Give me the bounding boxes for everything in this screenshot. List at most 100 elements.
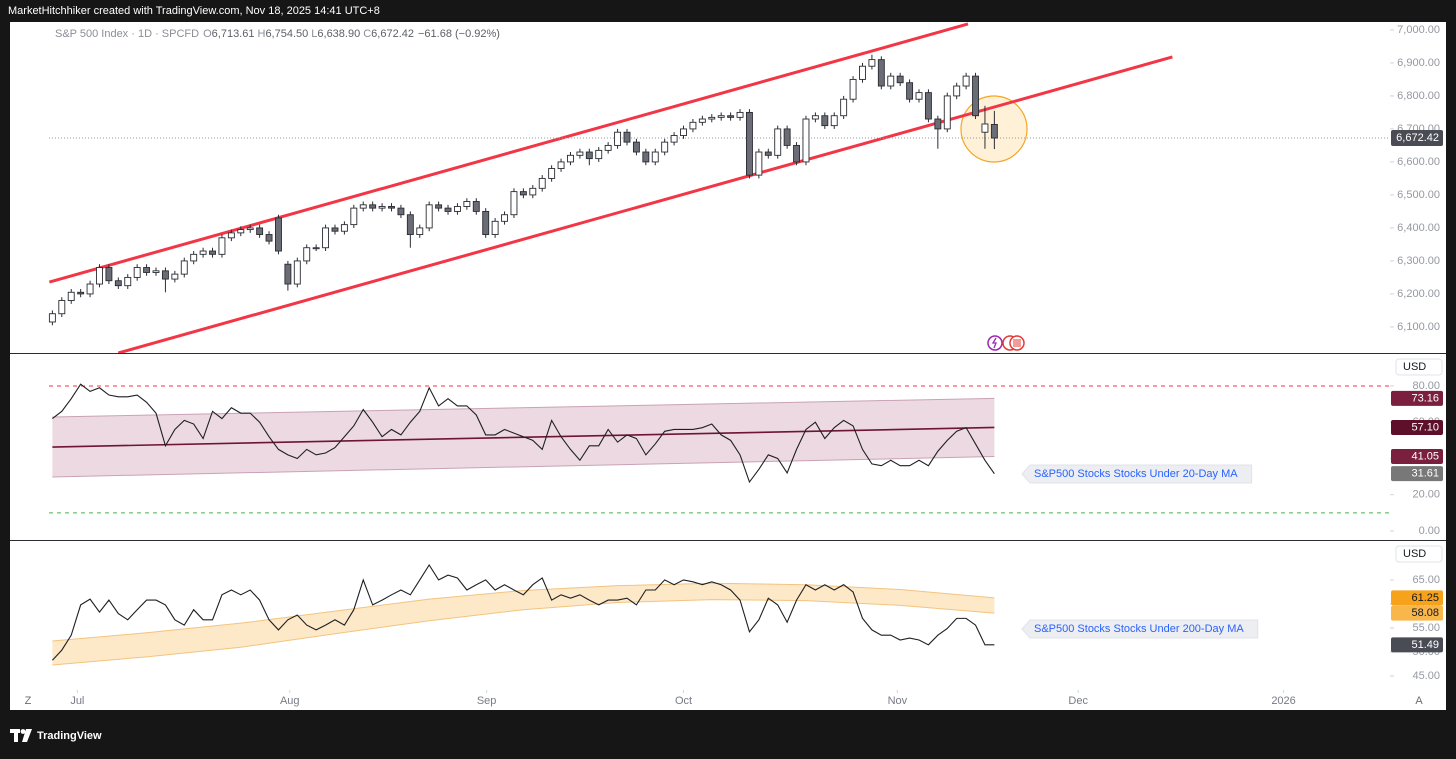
candle-body [943, 95, 951, 130]
candle-body [519, 191, 527, 196]
candle-body [180, 260, 188, 275]
candle-body [642, 151, 650, 163]
price-axis: 0.0020.0040.0060.0080.00USD73.1657.1041.… [1390, 358, 1443, 537]
band-lower [52, 599, 995, 666]
logo-part [20, 729, 26, 734]
price-axis: 6,100.00 6,200.00 6,300.00 6,400.00 6,500.00… [1390, 24, 1443, 333]
candle-body [388, 206, 395, 209]
symbol-legend: S&P 500 Index · 1D · SPCFD O6,713.61 H6,75… [55, 28, 500, 40]
candle-body [623, 131, 631, 143]
candle-body [114, 280, 122, 287]
candle-body [331, 227, 339, 232]
candle-body [161, 270, 169, 280]
pane [48, 22, 1390, 353]
value-badge-label: 41.05 [1411, 450, 1439, 462]
ohlc-letter: L [311, 28, 317, 40]
value-badge-label: 58.08 [1411, 607, 1439, 619]
candle-body [680, 128, 687, 136]
band-upper [52, 582, 995, 642]
candle-body [670, 135, 678, 143]
event-icon-glyph [991, 337, 997, 349]
candle-body [764, 151, 772, 156]
candle-body [877, 59, 885, 87]
x-tick-label: Sep [477, 695, 497, 707]
candle-body [774, 128, 782, 156]
ohlc-letter: H [257, 28, 265, 40]
price-axis: 45.0050.0055.0060.0065.00USD61.2558.0851… [1390, 545, 1443, 682]
candle-body [896, 75, 904, 84]
value-badge [1391, 419, 1443, 435]
y-tick-label: 6,400.00 [1397, 222, 1440, 234]
unit-box [1395, 545, 1443, 563]
candle-body [425, 204, 433, 229]
y-tick-label: 80.00 [1412, 380, 1440, 392]
candle-body [105, 267, 113, 282]
x-tick-label: Nov [888, 695, 908, 707]
candle-body [491, 220, 499, 235]
pane [51, 563, 995, 666]
candle-body [190, 253, 198, 262]
candle-body [86, 283, 94, 295]
y-tick-label: 6,300.00 [1397, 255, 1440, 267]
candle-body [953, 85, 961, 97]
value-badge-label: 51.49 [1411, 639, 1439, 651]
candle-body [124, 276, 132, 287]
candle-body [67, 291, 75, 301]
candle-body [689, 121, 697, 130]
axis-button[interactable]: Z [25, 695, 32, 707]
trend-line [117, 55, 1173, 353]
candle-body [661, 141, 669, 153]
candle-body [463, 201, 471, 207]
axis-button[interactable]: A [1415, 695, 1423, 707]
candle-body [340, 224, 348, 232]
candle-body [821, 115, 829, 127]
candle-body [990, 123, 998, 139]
candle-body [915, 92, 923, 100]
x-tick-label: Dec [1068, 695, 1088, 707]
candle-body [972, 75, 979, 117]
ohlc-value: 6,672.42 [371, 28, 414, 40]
legend-tag: S&P500 Stocks Stocks Under 20-Day MA [1021, 464, 1253, 484]
y-tick-label: 45.00 [1412, 670, 1440, 682]
y-tick-label: 20.00 [1412, 489, 1440, 501]
candle-body [303, 247, 311, 262]
y-tick-label: 6,100.00 [1397, 321, 1440, 333]
candle-body [227, 232, 235, 239]
y-tick-label: 65.00 [1412, 574, 1440, 586]
candle-body [906, 82, 914, 100]
value-badge-label: 61.25 [1411, 592, 1439, 604]
pane [49, 383, 1390, 514]
candle-body [284, 263, 292, 285]
candle-body [501, 214, 508, 222]
candle-body [77, 291, 85, 295]
y-tick-label: 6,600.00 [1397, 156, 1440, 168]
candle-body [981, 123, 989, 133]
y-tick-label: 6,800.00 [1397, 90, 1440, 102]
candle-body [171, 273, 179, 280]
candle-body [416, 227, 424, 235]
x-tick-label: Aug [280, 695, 300, 707]
ohlc-letter: O [203, 28, 212, 40]
legend-tag-label: S&P500 Stocks Stocks Under 20-Day MA [1034, 468, 1238, 480]
legend-tag: S&P500 Stocks Stocks Under 200-Day MA [1021, 619, 1259, 639]
candle-body [152, 270, 160, 273]
y-tick-label: 7,000.00 [1397, 24, 1440, 36]
candle-body [275, 217, 282, 252]
candle-body [783, 128, 791, 146]
y-tick-label: 6,200.00 [1397, 288, 1440, 300]
candle-body [397, 207, 405, 216]
candle-body [312, 247, 320, 250]
brand-name: TradingView [37, 730, 102, 742]
candle-body [472, 201, 480, 212]
candle-body [859, 65, 866, 80]
candle-body [444, 207, 452, 212]
x-tick-label: Jul [70, 695, 84, 707]
candle-body [708, 116, 716, 120]
candle-body [133, 267, 141, 278]
candle-body [717, 115, 725, 118]
ohlc-letter: C [363, 28, 371, 40]
x-tick-label: Oct [675, 695, 692, 707]
candle-body [632, 141, 640, 153]
band-upper [52, 397, 995, 418]
